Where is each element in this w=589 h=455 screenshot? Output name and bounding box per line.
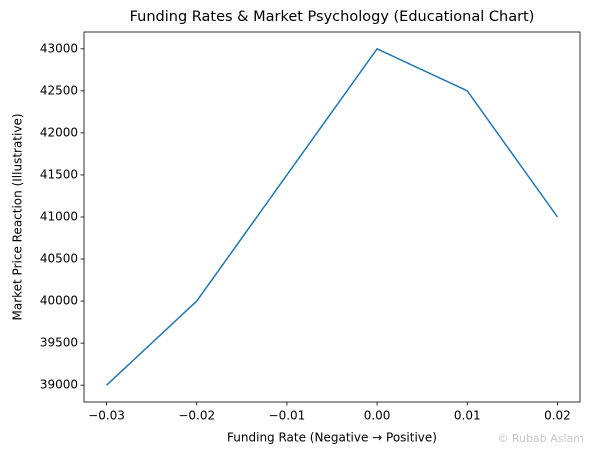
x-axis-label: Funding Rate (Negative → Positive) [227, 431, 437, 445]
line-series [106, 48, 559, 386]
y-axis-label: Market Price Reaction (Illustrative) [11, 113, 25, 320]
y-tick-label: 41000 [40, 210, 78, 224]
chart-title: Funding Rates & Market Psychology (Educa… [130, 9, 535, 25]
y-tick-label: 40500 [40, 252, 78, 266]
y-tick-label: 42500 [40, 83, 78, 97]
y-tick-label: 40000 [40, 294, 78, 308]
plot-frame [83, 31, 581, 403]
y-tick-label: 41500 [40, 167, 78, 181]
x-tick-label: 0.01 [454, 409, 481, 423]
y-tick-label: 43000 [40, 41, 78, 55]
y-tick-label: 39000 [40, 378, 78, 392]
watermark: © Rubab Aslam [497, 432, 584, 445]
x-tick-label: −0.03 [88, 409, 125, 423]
y-tick-label: 39500 [40, 336, 78, 350]
x-tick-label: 0.02 [544, 409, 571, 423]
x-tick-label: −0.02 [178, 409, 215, 423]
x-tick-label: 0.00 [364, 409, 391, 423]
x-tick-label: −0.01 [269, 409, 306, 423]
y-tick-label: 42000 [40, 125, 78, 139]
